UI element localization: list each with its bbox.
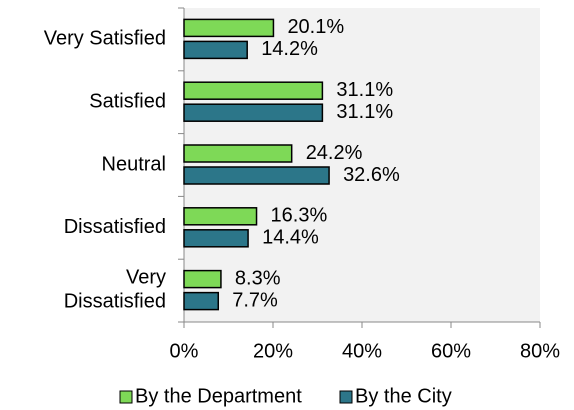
bar [183, 18, 275, 38]
bar [183, 81, 324, 100]
legend-label: By the City [355, 385, 452, 407]
x-tick-label: 40% [342, 340, 382, 362]
x-tick-label: 20% [253, 340, 293, 362]
category-label: Very Dissatisfied [64, 267, 166, 313]
bar [183, 144, 293, 163]
legend-swatch [339, 390, 353, 404]
bar [183, 103, 324, 122]
value-label: 31.1% [336, 101, 393, 123]
value-label: 8.3% [235, 267, 281, 289]
category-label: Satisfied [89, 90, 166, 112]
value-label: 16.3% [271, 205, 328, 227]
bar [183, 166, 330, 185]
value-label: 7.7% [232, 289, 278, 311]
legend-label: By the Department [135, 385, 302, 407]
bar [183, 291, 220, 311]
x-tick-label: 0% [170, 340, 199, 362]
category-label: Dissatisfied [64, 216, 166, 238]
value-label: 20.1% [287, 16, 344, 38]
value-label: 32.6% [343, 164, 400, 186]
category-label: Neutral [102, 153, 166, 175]
category-label: Very Satisfied [44, 28, 166, 50]
plot-area [184, 8, 540, 322]
bar [183, 207, 258, 226]
x-tick-label: 60% [431, 340, 471, 362]
value-label: 24.2% [306, 142, 363, 164]
bar [183, 269, 222, 289]
bar [183, 40, 248, 60]
value-label: 14.2% [261, 38, 318, 60]
bar [183, 229, 249, 248]
value-label: 14.4% [262, 227, 319, 249]
x-tick-label: 80% [520, 340, 560, 362]
value-label: 31.1% [336, 79, 393, 101]
legend-swatch [119, 390, 133, 404]
